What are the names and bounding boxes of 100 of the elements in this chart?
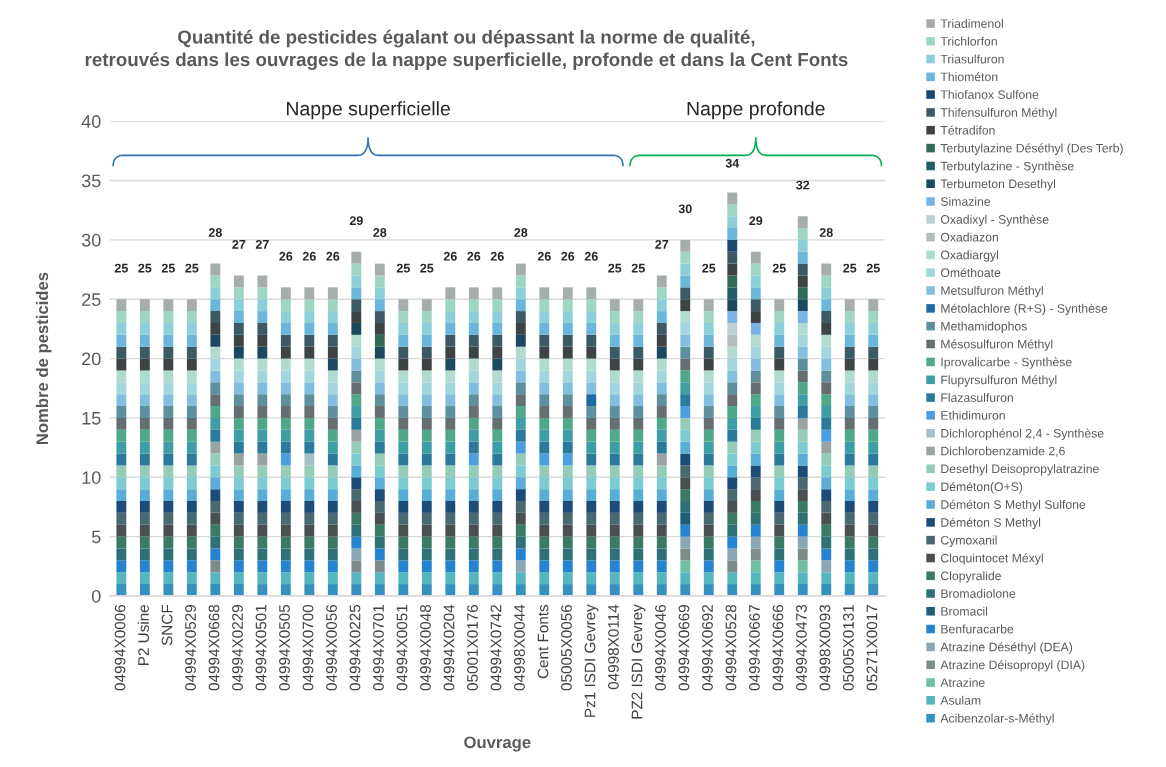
bar (562, 346, 573, 359)
bar (868, 501, 879, 513)
bar (680, 548, 691, 561)
bar (703, 346, 714, 359)
bar (421, 358, 432, 371)
bar (210, 489, 221, 501)
x-tick-label: PZ2 ISDI Gevrey (631, 604, 646, 719)
bar (680, 311, 691, 323)
bar (586, 299, 597, 312)
bar (703, 406, 714, 418)
bar (656, 512, 667, 525)
bar (586, 382, 597, 395)
bar (445, 584, 456, 596)
bar (539, 346, 550, 359)
bar (186, 322, 197, 335)
bar (186, 548, 197, 561)
bar (163, 584, 174, 596)
bar (374, 536, 385, 549)
bar (539, 334, 550, 347)
bar (727, 524, 738, 537)
bar (398, 311, 409, 323)
bar (539, 406, 550, 418)
bar (163, 477, 174, 490)
bar (374, 299, 385, 312)
bar (257, 536, 268, 549)
bar (233, 299, 244, 312)
bar (586, 441, 597, 454)
bar (468, 489, 479, 501)
bar (233, 382, 244, 395)
bar (304, 536, 315, 549)
bar (821, 560, 832, 573)
bar (186, 417, 197, 430)
bar (703, 441, 714, 454)
y-tick-label: 0 (91, 589, 101, 603)
bar (445, 334, 456, 347)
bar (868, 489, 879, 501)
bar (233, 524, 244, 537)
bar (680, 536, 691, 549)
bar (421, 536, 432, 549)
bar (539, 394, 550, 407)
bar (374, 512, 385, 525)
bar (233, 429, 244, 442)
bar (656, 406, 667, 418)
bar (492, 299, 503, 312)
bar (116, 560, 127, 573)
bar (609, 536, 620, 549)
bar (210, 441, 221, 454)
bar (515, 489, 526, 501)
bar (210, 287, 221, 300)
bar (351, 477, 362, 490)
bar (280, 465, 291, 478)
bar (351, 394, 362, 407)
bar (750, 358, 761, 371)
bar (633, 512, 644, 525)
bar (327, 358, 338, 371)
bar (445, 322, 456, 335)
bar (280, 346, 291, 359)
bar (539, 429, 550, 442)
bar (844, 382, 855, 395)
x-tick-label: 05271X0017 (866, 605, 878, 691)
bar (492, 346, 503, 359)
bar (468, 417, 479, 430)
bar (539, 489, 550, 501)
bar (139, 536, 150, 549)
bar (656, 572, 667, 585)
y-tick-label: 15 (82, 412, 101, 425)
bar (633, 429, 644, 442)
bar (398, 489, 409, 501)
bar (844, 406, 855, 418)
bar (680, 251, 691, 264)
bar (233, 370, 244, 383)
bar (797, 322, 808, 335)
bar (304, 465, 315, 478)
bar (844, 429, 855, 442)
bar (821, 441, 832, 454)
bar (562, 584, 573, 596)
bar (750, 417, 761, 430)
bar (257, 358, 268, 371)
bar (186, 346, 197, 359)
bar (515, 584, 526, 596)
total-label: 25 (420, 263, 434, 273)
bar (163, 322, 174, 335)
bar (257, 572, 268, 585)
bar (210, 322, 221, 335)
bar (492, 322, 503, 335)
bar (374, 572, 385, 585)
bar (139, 406, 150, 418)
bar (727, 334, 738, 347)
legend-label: Thiométon (940, 72, 998, 82)
bar (750, 501, 761, 513)
bar (468, 441, 479, 454)
total-label: 25 (114, 263, 128, 273)
total-label: 32 (796, 180, 810, 190)
bar (351, 548, 362, 561)
bar (844, 584, 855, 596)
bar (515, 501, 526, 513)
legend-label: Cymoxanil (940, 535, 997, 547)
bar (656, 524, 667, 537)
x-tick-label: 04994X0225 (349, 604, 361, 691)
bar (609, 489, 620, 501)
